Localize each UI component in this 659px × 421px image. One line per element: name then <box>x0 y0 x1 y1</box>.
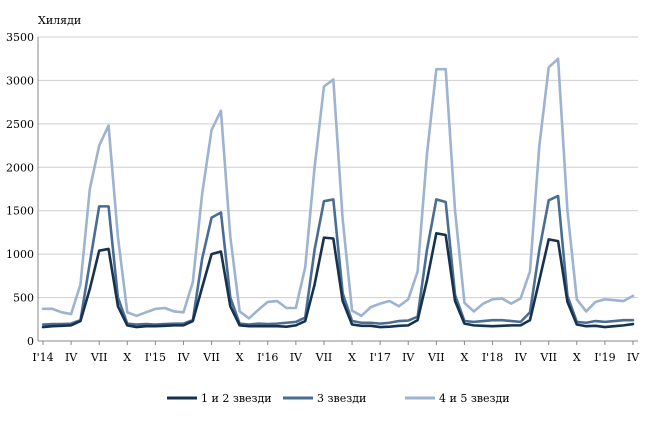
y-tick-label: 1500 <box>6 205 34 218</box>
x-tick-label: VII <box>90 351 108 364</box>
x-tick-label: I'16 <box>257 351 278 364</box>
legend-label: 3 звезди <box>317 392 366 405</box>
legend-label: 1 и 2 звезди <box>201 392 272 405</box>
x-tick-label: I'15 <box>145 351 166 364</box>
x-tick-label: IV <box>627 351 640 364</box>
x-tick-label: X <box>573 351 581 364</box>
y-tick-label: 0 <box>27 335 34 348</box>
x-tick-label: VII <box>427 351 445 364</box>
axes <box>37 37 638 345</box>
y-axis-unit-label: Хиляди <box>38 14 81 27</box>
x-tick-label: IV <box>402 351 415 364</box>
series-line-2 <box>41 194 635 326</box>
x-tick-label: X <box>461 351 469 364</box>
series-line-1 <box>41 232 635 329</box>
y-tick-label: 2500 <box>6 118 34 131</box>
y-tick-label: 1000 <box>6 248 34 261</box>
y-tick-label: 3500 <box>6 31 34 44</box>
x-tick-label: VII <box>315 351 333 364</box>
x-tick-label: I'18 <box>482 351 503 364</box>
legend-label: 4 и 5 звезди <box>439 392 510 405</box>
y-tick-label: 500 <box>13 292 34 305</box>
x-tick-label: IV <box>177 351 190 364</box>
x-tick-label: VII <box>539 351 557 364</box>
x-tick-label: IV <box>65 351 78 364</box>
x-tick-label: X <box>236 351 244 364</box>
x-tick-label: I'14 <box>32 351 53 364</box>
x-tick-label: IV <box>514 351 527 364</box>
y-tick-label: 2000 <box>6 161 34 174</box>
x-tick-label: X <box>123 351 131 364</box>
legend: 1 и 2 звезди 3 звезди 4 и 5 звезди <box>167 392 510 405</box>
x-tick-label: X <box>348 351 356 364</box>
grid <box>38 36 638 299</box>
series-line-3 <box>41 57 635 320</box>
y-tick-labels: 0 500 1000 1500 2000 2500 3000 3500 <box>6 31 34 348</box>
x-tick-labels: I'14 IV VII X I'15 IV VII X I'16 IV VII X I'17 IV VII X… <box>32 351 640 364</box>
x-tick-label: I'19 <box>594 351 615 364</box>
x-tick-label: IV <box>290 351 303 364</box>
x-tick-label: VII <box>202 351 220 364</box>
x-tick-label: I'17 <box>369 351 390 364</box>
y-tick-label: 3000 <box>6 74 34 87</box>
series-lines <box>41 57 635 329</box>
